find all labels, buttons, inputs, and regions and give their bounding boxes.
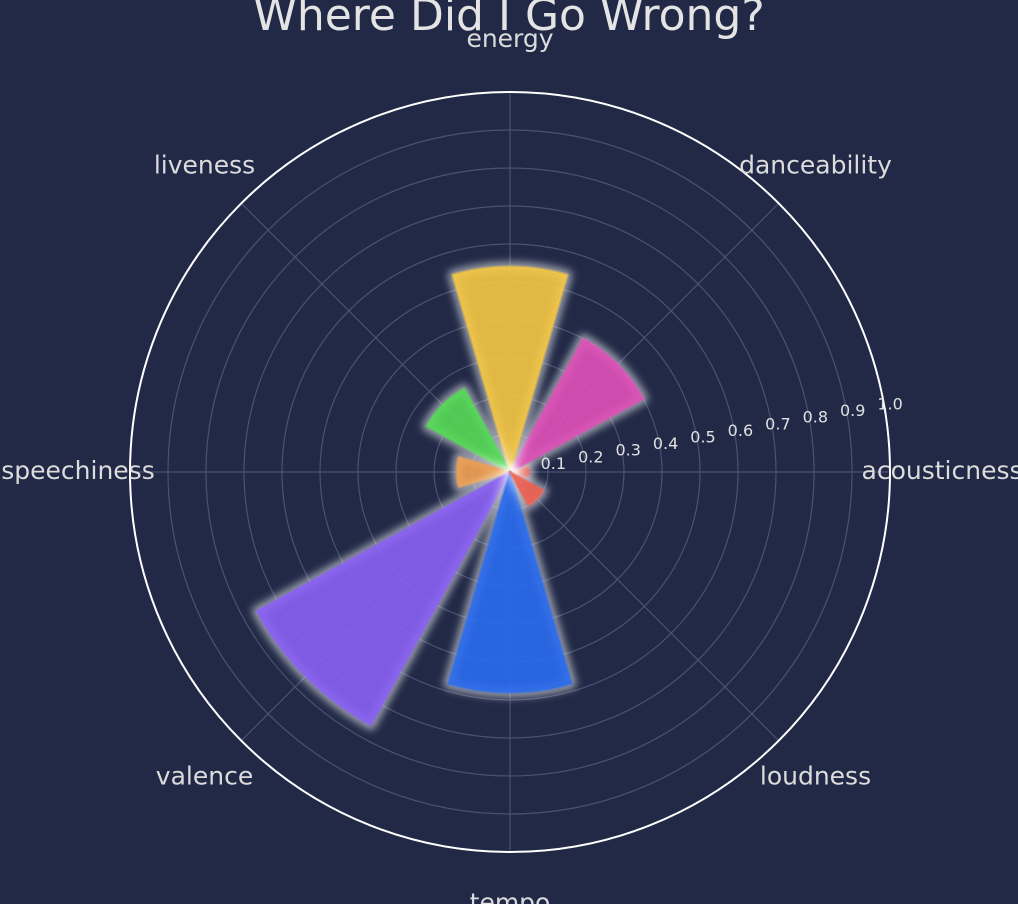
bar-valence-wedge xyxy=(255,470,512,727)
category-label-loudness: loudness xyxy=(760,762,871,791)
category-label-speechiness: speechiness xyxy=(1,456,154,485)
bar-tempo xyxy=(443,467,577,698)
category-label-danceability: danceability xyxy=(739,151,892,180)
bar-speechiness-wedge xyxy=(455,455,512,489)
category-labels: acousticness danceability energy liveness sp… xyxy=(1,24,1018,904)
r-tick-label: 0.7 xyxy=(765,414,790,433)
radial-tick-labels: 0.1 0.2 0.3 0.4 0.5 0.6 0.7 0.8 0.9 1.0 xyxy=(541,395,903,473)
category-label-valence: valence xyxy=(156,762,253,791)
bar-tempo-wedge xyxy=(447,470,573,694)
r-tick-label: 0.3 xyxy=(615,441,640,460)
r-tick-label: 0.2 xyxy=(578,447,603,466)
bar-danceability-wedge xyxy=(508,337,645,474)
bar-liveness xyxy=(421,383,515,477)
r-tick-label: 0.5 xyxy=(690,428,715,447)
bar-energy xyxy=(447,261,573,477)
r-tick-label: 0.8 xyxy=(803,408,828,427)
category-label-tempo: tempo xyxy=(470,888,551,904)
r-tick-label: 0.4 xyxy=(653,434,678,453)
bar-liveness-wedge xyxy=(425,387,512,474)
r-tick-label: 0.9 xyxy=(840,401,865,420)
r-tick-label: 0.6 xyxy=(728,421,753,440)
category-label-acousticness: acousticness xyxy=(862,456,1018,485)
r-tick-label: 1.0 xyxy=(877,395,902,414)
category-label-energy: energy xyxy=(466,24,553,53)
category-label-liveness: liveness xyxy=(154,151,255,180)
bar-loudness xyxy=(505,467,549,511)
r-tick-label: 0.1 xyxy=(541,454,566,473)
bar-loudness-wedge xyxy=(508,470,545,507)
bar-danceability xyxy=(505,333,649,477)
bars xyxy=(251,261,649,731)
bar-energy-wedge xyxy=(451,265,569,474)
outer-ring xyxy=(129,91,891,853)
bar-speechiness xyxy=(451,452,515,492)
bar-valence xyxy=(251,467,515,731)
grid-spoke xyxy=(509,471,780,742)
